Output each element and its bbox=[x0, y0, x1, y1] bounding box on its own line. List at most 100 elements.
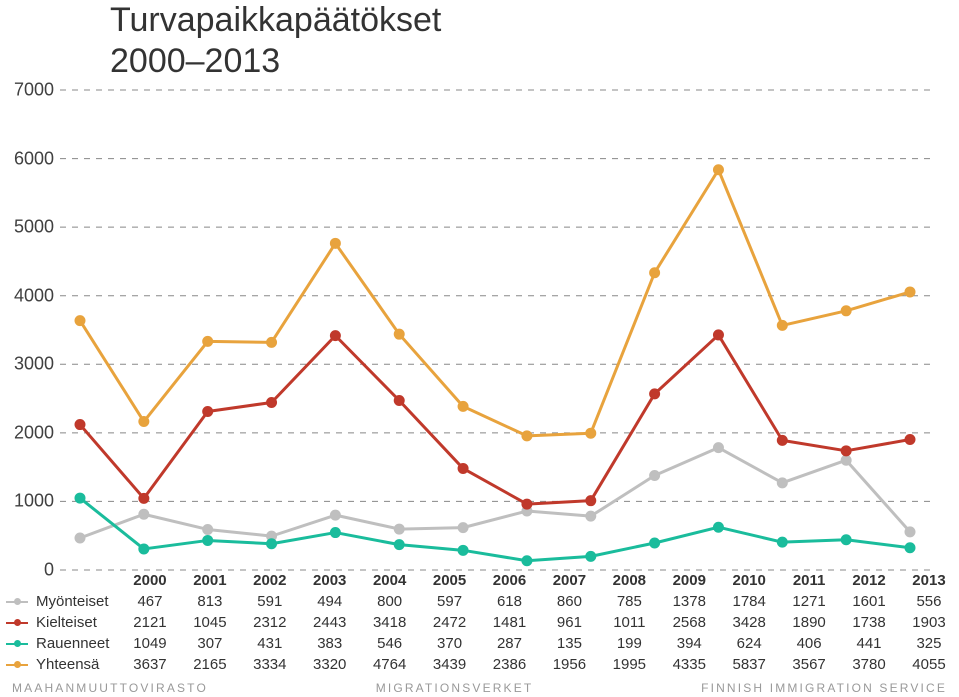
series-marker bbox=[203, 406, 213, 416]
legend-swatch bbox=[6, 622, 28, 624]
series-marker bbox=[522, 556, 532, 566]
series-marker bbox=[330, 528, 340, 538]
data-table: 2000200120022003200420052006200720082009… bbox=[0, 570, 959, 675]
series-marker bbox=[75, 493, 85, 503]
series-marker bbox=[777, 435, 787, 445]
series-marker bbox=[586, 428, 596, 438]
series-marker bbox=[75, 316, 85, 326]
series-marker bbox=[139, 417, 149, 427]
cell: 1738 bbox=[839, 612, 899, 633]
cell: 1601 bbox=[839, 591, 899, 612]
cell: 494 bbox=[300, 591, 360, 612]
y-tick-label: 1000 bbox=[0, 491, 54, 512]
cell: 3334 bbox=[240, 654, 300, 675]
year-header: 2005 bbox=[420, 570, 480, 591]
cell: 325 bbox=[899, 633, 959, 654]
series-marker bbox=[330, 510, 340, 520]
series-marker bbox=[586, 551, 596, 561]
series-marker bbox=[75, 420, 85, 430]
footer-left: MAAHANMUUTTOVIRASTO bbox=[12, 681, 208, 695]
cell: 3780 bbox=[839, 654, 899, 675]
cell: 1995 bbox=[599, 654, 659, 675]
cell: 1903 bbox=[899, 612, 959, 633]
series-marker bbox=[267, 397, 277, 407]
cell: 431 bbox=[240, 633, 300, 654]
cell: 3320 bbox=[300, 654, 360, 675]
title-line1: Turvapaikkapäätökset bbox=[110, 0, 441, 41]
y-tick-label: 2000 bbox=[0, 422, 54, 443]
cell: 3418 bbox=[360, 612, 420, 633]
cell: 597 bbox=[420, 591, 480, 612]
series-marker bbox=[650, 538, 660, 548]
cell: 307 bbox=[180, 633, 240, 654]
cell: 5837 bbox=[719, 654, 779, 675]
cell: 4764 bbox=[360, 654, 420, 675]
series-marker bbox=[458, 523, 468, 533]
y-tick-label: 4000 bbox=[0, 285, 54, 306]
series-marker bbox=[203, 524, 213, 534]
series-marker bbox=[841, 446, 851, 456]
series-label: Rauenneet bbox=[0, 633, 120, 654]
series-marker bbox=[713, 522, 723, 532]
cell: 1271 bbox=[779, 591, 839, 612]
series-marker bbox=[458, 545, 468, 555]
footer-right: FINNISH IMMIGRATION SERVICE bbox=[701, 681, 947, 695]
table-row: Rauenneet1049307431383546370287135199394… bbox=[0, 633, 959, 654]
cell: 1045 bbox=[180, 612, 240, 633]
cell: 618 bbox=[480, 591, 540, 612]
cell: 624 bbox=[719, 633, 779, 654]
cell: 3567 bbox=[779, 654, 839, 675]
year-header: 2013 bbox=[899, 570, 959, 591]
year-header: 2006 bbox=[480, 570, 540, 591]
series-marker bbox=[586, 496, 596, 506]
series-marker bbox=[458, 463, 468, 473]
series-marker bbox=[841, 535, 851, 545]
year-header: 2012 bbox=[839, 570, 899, 591]
cell: 546 bbox=[360, 633, 420, 654]
chart-title: Turvapaikkapäätökset 2000–2013 bbox=[110, 0, 441, 82]
legend-swatch bbox=[6, 601, 28, 603]
cell: 1890 bbox=[779, 612, 839, 633]
cell: 2568 bbox=[659, 612, 719, 633]
table-row: Myönteiset467813591494800597618860785137… bbox=[0, 591, 959, 612]
series-marker bbox=[522, 431, 532, 441]
series-marker bbox=[267, 539, 277, 549]
series-marker bbox=[139, 544, 149, 554]
series-marker bbox=[139, 509, 149, 519]
series-marker bbox=[330, 331, 340, 341]
series-marker bbox=[394, 540, 404, 550]
cell: 813 bbox=[180, 591, 240, 612]
series-marker bbox=[522, 499, 532, 509]
cell: 1049 bbox=[120, 633, 180, 654]
year-header: 2009 bbox=[659, 570, 719, 591]
series-marker bbox=[905, 527, 915, 537]
cell: 2165 bbox=[180, 654, 240, 675]
cell: 785 bbox=[599, 591, 659, 612]
chart-svg bbox=[60, 90, 930, 570]
year-header: 2000 bbox=[120, 570, 180, 591]
cell: 2312 bbox=[240, 612, 300, 633]
series-marker bbox=[330, 238, 340, 248]
cell: 383 bbox=[300, 633, 360, 654]
series-marker bbox=[841, 455, 851, 465]
cell: 1784 bbox=[719, 591, 779, 612]
cell: 3637 bbox=[120, 654, 180, 675]
cell: 2472 bbox=[420, 612, 480, 633]
table-row: Kielteiset212110452312244334182472148196… bbox=[0, 612, 959, 633]
series-marker bbox=[650, 389, 660, 399]
series-marker bbox=[650, 268, 660, 278]
series-marker bbox=[713, 443, 723, 453]
series-marker bbox=[75, 533, 85, 543]
cell: 800 bbox=[360, 591, 420, 612]
cell: 1378 bbox=[659, 591, 719, 612]
series-marker bbox=[394, 329, 404, 339]
cell: 1011 bbox=[599, 612, 659, 633]
cell: 4055 bbox=[899, 654, 959, 675]
cell: 2121 bbox=[120, 612, 180, 633]
series-marker bbox=[394, 395, 404, 405]
year-header: 2010 bbox=[719, 570, 779, 591]
year-header: 2011 bbox=[779, 570, 839, 591]
series-marker bbox=[650, 471, 660, 481]
legend-swatch bbox=[6, 643, 28, 645]
series-marker bbox=[905, 543, 915, 553]
